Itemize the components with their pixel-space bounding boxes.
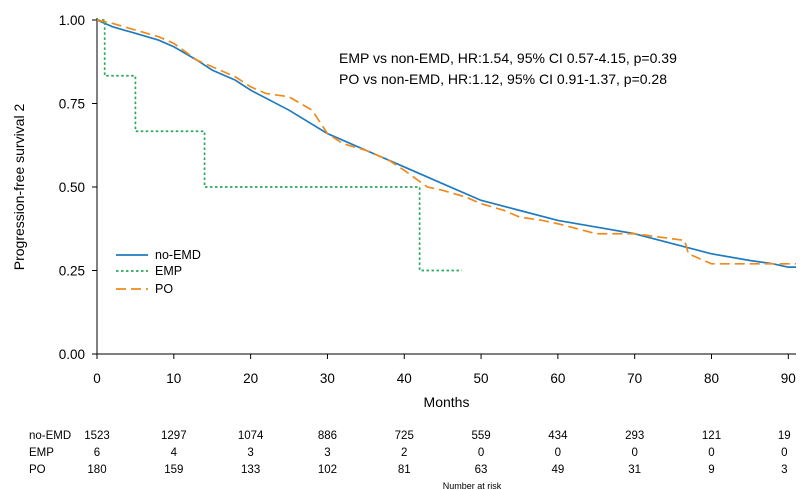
risk-row-label: PO: [29, 464, 46, 476]
y-axis-title: Progression-free survival 2: [11, 104, 27, 271]
legend-label-emp: EMP: [155, 264, 182, 278]
series-line-emp: [97, 19, 462, 272]
risk-value: 31: [628, 464, 641, 476]
risk-row-label: EMP: [29, 447, 54, 459]
risk-value: 3: [324, 447, 330, 459]
y-tick-label: 0.25: [59, 264, 85, 279]
risk-value: 6: [94, 447, 100, 459]
risk-value: 0: [478, 447, 484, 459]
risk-value: 102: [318, 464, 337, 476]
risk-value: 0: [781, 447, 787, 459]
risk-value: 159: [164, 464, 183, 476]
risk-value: 133: [241, 464, 260, 476]
hr-annotation: EMP vs non-EMD, HR:1.54, 95% CI 0.57-4.1…: [339, 50, 677, 66]
risk-value: 1523: [84, 430, 110, 442]
x-tick-label: 20: [243, 371, 258, 386]
risk-value: 1297: [161, 430, 187, 442]
x-tick-label: 50: [474, 371, 489, 386]
risk-value: 0: [631, 447, 637, 459]
risk-value: 293: [625, 430, 644, 442]
risk-value: 19: [778, 430, 791, 442]
legend-label-po: PO: [155, 282, 173, 296]
legend-label-no-emd: no-EMD: [155, 248, 201, 262]
risk-value: 886: [318, 430, 337, 442]
hr-annotation: PO vs non-EMD, HR:1.12, 95% CI 0.91-1.37…: [339, 71, 667, 87]
x-tick-label: 40: [397, 371, 412, 386]
x-tick-label: 90: [781, 371, 796, 386]
risk-value: 0: [708, 447, 714, 459]
risk-value: 9: [708, 464, 714, 476]
x-tick-label: 10: [166, 371, 181, 386]
x-tick-label: 70: [627, 371, 642, 386]
x-tick-label: 60: [550, 371, 565, 386]
risk-value: 0: [555, 447, 561, 459]
y-tick-label: 1.00: [59, 13, 85, 28]
risk-value: 63: [475, 464, 488, 476]
risk-value: 121: [702, 430, 721, 442]
risk-value: 725: [395, 430, 414, 442]
risk-value: 3: [247, 447, 253, 459]
risk-value: 49: [551, 464, 564, 476]
y-tick-label: 0.75: [59, 97, 85, 112]
risk-caption: Number at risk: [443, 481, 502, 490]
x-tick-label: 0: [93, 371, 101, 386]
risk-value: 1074: [238, 430, 264, 442]
risk-value: 180: [87, 464, 106, 476]
y-tick-label: 0.50: [59, 180, 85, 195]
risk-value: 81: [398, 464, 411, 476]
x-tick-label: 30: [320, 371, 335, 386]
risk-value: 434: [548, 430, 568, 442]
x-axis-title: Months: [424, 394, 470, 410]
x-tick-label: 80: [704, 371, 719, 386]
risk-row-label: no-EMD: [29, 430, 71, 442]
y-tick-label: 0.00: [59, 347, 85, 362]
risk-value: 2: [401, 447, 407, 459]
risk-value: 3: [781, 464, 787, 476]
risk-value: 559: [471, 430, 490, 442]
risk-value: 4: [171, 447, 178, 459]
series-line-po: [96, 19, 796, 265]
series-line-no-emd: [96, 19, 796, 269]
